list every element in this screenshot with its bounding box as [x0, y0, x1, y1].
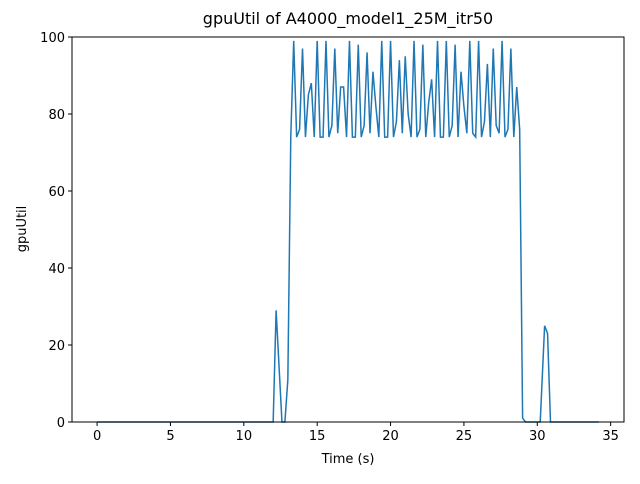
- plot-frame: [71, 36, 625, 423]
- y-tick-label: 20: [48, 339, 65, 354]
- x-axis-label: Time (s): [321, 452, 375, 467]
- data-line: [97, 40, 599, 423]
- y-tick-label: 40: [48, 262, 65, 277]
- x-tick-label: 20: [382, 429, 399, 444]
- x-tick-label: 5: [166, 429, 174, 444]
- y-axis-label: gpuUtil: [15, 206, 30, 253]
- y-tick-label: 80: [48, 108, 65, 123]
- x-tick-label: 10: [236, 429, 253, 444]
- x-tick-label: 30: [529, 429, 546, 444]
- x-tick-label: 15: [309, 429, 326, 444]
- x-tick-label: 35: [602, 429, 619, 444]
- y-tick-label: 0: [57, 416, 65, 431]
- chart-title: gpuUtil of A4000_model1_25M_itr50: [203, 9, 493, 29]
- x-tick-label: 25: [456, 429, 473, 444]
- x-tick-label: 0: [93, 429, 101, 444]
- y-tick-label: 100: [40, 31, 65, 46]
- y-tick-label: 60: [48, 185, 65, 200]
